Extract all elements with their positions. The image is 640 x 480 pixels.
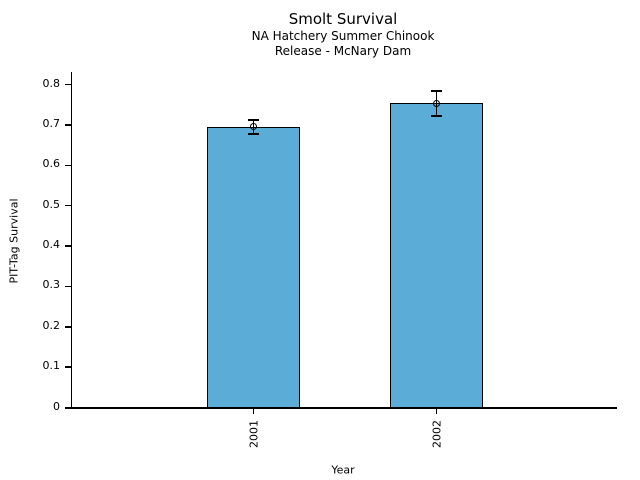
y-tick-label: 0.5: [42, 197, 61, 211]
y-tick-label: 0.8: [42, 76, 61, 90]
y-tick-label: 0.3: [42, 278, 61, 292]
y-tick-label: 0: [53, 399, 60, 413]
y-tick-mark: [65, 124, 72, 126]
chart-subtitle-line2: Release - McNary Dam: [274, 44, 412, 58]
data-point-marker: [250, 123, 257, 131]
x-tick-mark: [435, 407, 438, 414]
y-tick-label: 0.6: [42, 157, 61, 171]
bar: [390, 103, 483, 409]
y-tick-label: 0.1: [42, 359, 61, 373]
y-tick-label: 0.2: [42, 318, 61, 332]
bar: [207, 126, 300, 409]
x-tick-label: 2002: [430, 420, 443, 448]
error-bar-cap-bottom: [431, 115, 442, 117]
chart-subtitle-line1: NA Hatchery Summer Chinook: [251, 29, 435, 43]
x-axis-line: [65, 407, 617, 409]
y-tick-mark: [65, 204, 72, 207]
y-tick-label: 0.4: [42, 238, 61, 251]
y-tick-mark: [65, 245, 72, 247]
y-tick-mark: [65, 326, 72, 328]
x-tick-label: 2001: [247, 420, 260, 448]
data-point-marker: [433, 99, 440, 107]
y-tick-mark: [65, 366, 72, 368]
y-tick-mark: [65, 406, 72, 409]
y-tick-mark: [65, 285, 72, 288]
x-tick-mark: [252, 407, 255, 414]
chart-title: Smolt Survival: [288, 10, 398, 28]
error-bar-cap-top: [431, 90, 442, 92]
x-axis-title: Year: [331, 463, 355, 477]
y-tick-label: 0.7: [42, 116, 61, 130]
error-bar-cap-bottom: [248, 133, 259, 135]
y-tick-mark: [65, 83, 72, 86]
y-axis-line: [70, 72, 72, 409]
y-tick-mark: [65, 164, 72, 166]
error-bar-cap-top: [248, 119, 259, 121]
